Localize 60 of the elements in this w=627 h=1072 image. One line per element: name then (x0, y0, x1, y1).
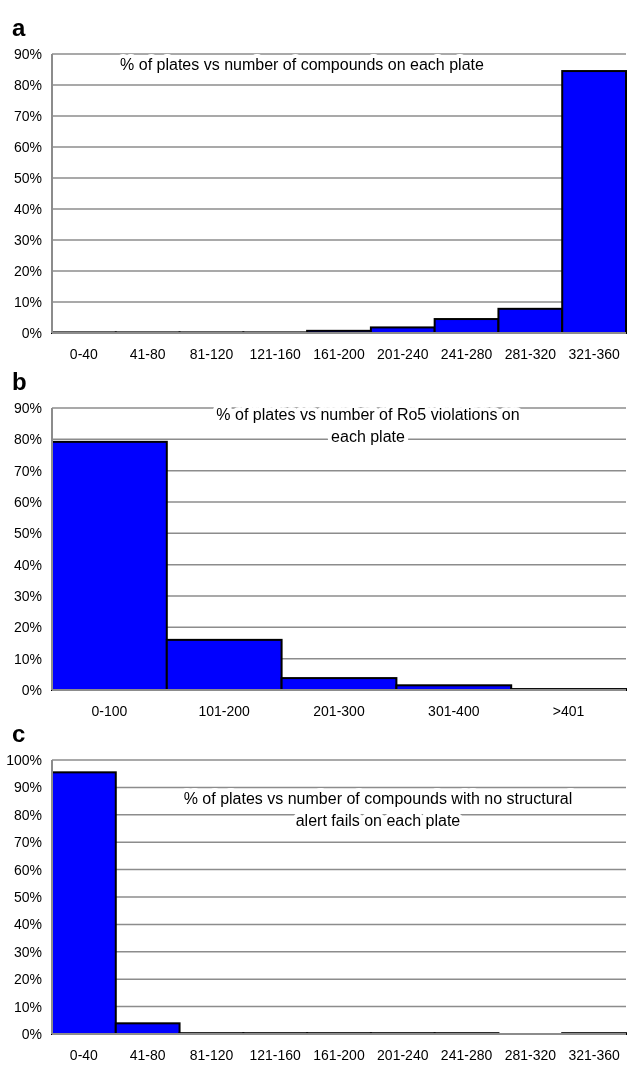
y-tick-label: 40% (13, 200, 42, 217)
y-tick-label: 0% (21, 1025, 42, 1042)
x-tick-label: 41-80 (129, 346, 166, 362)
x-tick-label: 161-200 (313, 346, 365, 362)
x-tick-label: >401 (552, 703, 585, 719)
y-tick-label: 20% (13, 971, 42, 988)
y-tick-label: 60% (13, 138, 42, 155)
x-tick-label: 201-240 (377, 1047, 429, 1063)
x-tick-label: 41-80 (129, 1047, 166, 1063)
y-tick-label: 70% (13, 462, 42, 479)
x-tick-label: 0-40 (69, 346, 99, 362)
y-tick-label: 80% (13, 431, 42, 448)
y-tick-label: 10% (13, 650, 42, 667)
text: c (12, 720, 26, 747)
x-tick-label: 281-320 (504, 346, 557, 362)
y-tick-label: 30% (13, 587, 42, 604)
x-tick-label: 201-240 (377, 346, 429, 362)
x-tick-label: 121-160 (249, 346, 302, 362)
y-tick-label: 60% (13, 861, 42, 878)
x-tick-label: 101-200 (198, 703, 251, 719)
y-tick-label: 50% (13, 525, 42, 542)
y-tick-label: 90% (13, 399, 42, 416)
chart-title: % of plates vs number of compounds on each plate (120, 56, 484, 73)
y-tick-label: 50% (13, 888, 42, 905)
text: % of plates vs number of compounds with no structural alert fails on each plate (183, 790, 573, 829)
x-tick-label: 321-360 (568, 346, 621, 362)
y-tick-label: 30% (13, 231, 42, 248)
y-tick-label: 20% (13, 262, 42, 279)
text: a (12, 14, 26, 41)
text: % of plates vs number of Ro5 violations on each plate (216, 406, 520, 445)
y-tick-label: 40% (13, 556, 42, 573)
y-tick-label: 20% (13, 619, 42, 636)
y-tick-label: 30% (13, 943, 42, 960)
x-tick-label: 301-400 (428, 703, 480, 719)
y-tick-label: 10% (13, 998, 42, 1015)
y-tick-label: 0% (21, 681, 42, 698)
y-tick-label: 90% (13, 45, 42, 62)
x-tick-label: 201-300 (313, 703, 365, 719)
x-tick-label: 0-100 (91, 703, 128, 719)
y-tick-label: 0% (21, 324, 42, 341)
y-tick-label: 70% (13, 107, 42, 124)
y-tick-label: 10% (13, 293, 42, 310)
y-tick-label: 80% (13, 806, 42, 823)
x-tick-label: 81-120 (189, 1047, 234, 1063)
y-tick-label: 90% (13, 779, 42, 796)
x-tick-label: 161-200 (313, 1047, 365, 1063)
x-tick-label: 241-280 (440, 1047, 493, 1063)
x-tick-label: 321-360 (568, 1047, 621, 1063)
y-tick-label: 50% (13, 169, 42, 186)
y-tick-label: 70% (13, 834, 42, 851)
x-tick-label: 241-280 (440, 346, 493, 362)
y-tick-label: 80% (13, 76, 42, 93)
x-tick-label: 81-120 (189, 346, 234, 362)
x-tick-label: 121-160 (249, 1047, 302, 1063)
text: b (12, 368, 27, 395)
y-tick-label: 60% (13, 493, 42, 510)
y-tick-label: 100% (6, 751, 42, 768)
x-tick-label: 281-320 (504, 1047, 557, 1063)
x-tick-label: 0-40 (69, 1047, 99, 1063)
y-tick-label: 40% (13, 916, 42, 933)
